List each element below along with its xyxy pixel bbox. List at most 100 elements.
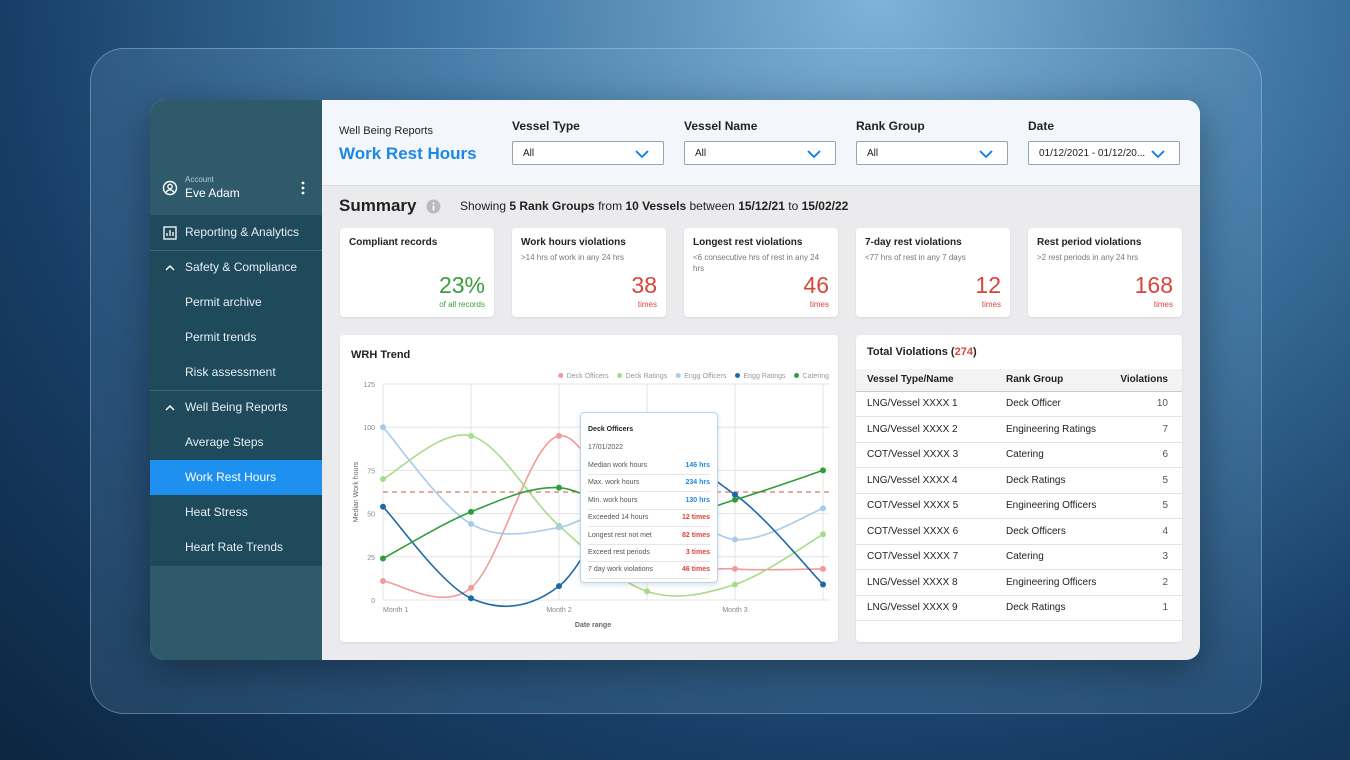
card-unit: times <box>809 300 829 309</box>
tooltip-value: 3 times <box>685 549 710 556</box>
tooltip-value: 12 times <box>681 514 710 522</box>
table-title-text: Total Violations ( <box>867 346 955 358</box>
tooltip-label: Median work hours <box>588 462 648 469</box>
nav-section[interactable]: Safety & Compliance <box>150 250 322 285</box>
tooltip-row: Exceeded 14 hours 12 times <box>588 509 710 528</box>
table-cell: Engineering Officers <box>1006 576 1097 588</box>
data-point <box>556 583 562 590</box>
table-cell: Deck Officers <box>1006 525 1066 537</box>
summary-part: 10 Vessels <box>625 199 687 213</box>
column-header: Vessel Type/Name <box>867 374 954 385</box>
summary-part: Showing <box>460 199 510 213</box>
data-point <box>732 496 738 503</box>
summary-part: 15/12/21 <box>738 199 785 213</box>
table-cell: COT/Vessel XXXX 3 <box>867 449 959 460</box>
nav-section[interactable]: Reporting & Analytics <box>150 215 322 250</box>
data-point <box>732 565 738 572</box>
legend-label: Engg Officers <box>684 373 727 380</box>
x-tick-label: Month 1 <box>383 607 408 614</box>
x-axis-label: Date range <box>575 622 611 629</box>
sidebar: Account Eve Adam Reporting & Analytics Sa… <box>150 100 322 660</box>
table-cell: Deck Ratings <box>1006 474 1066 486</box>
nav-item[interactable]: Work Rest Hours <box>150 460 322 495</box>
y-tick-label: 50 <box>367 512 375 519</box>
nav-item[interactable]: Average Steps <box>185 435 264 449</box>
card-unit: times <box>637 300 657 309</box>
table-row: COT/Vessel XXXX 3 Catering 6 <box>856 442 1182 468</box>
nav-item[interactable]: Permit trends <box>185 330 257 344</box>
data-point <box>820 565 826 572</box>
card-value: 23% <box>438 272 485 298</box>
y-tick-label: 125 <box>363 382 375 389</box>
card-unit: times <box>1153 300 1173 309</box>
table-row: COT/Vessel XXXX 7 Catering 3 <box>856 544 1182 570</box>
chevron <box>807 150 821 159</box>
data-point <box>468 508 474 515</box>
nav-divider <box>150 390 322 391</box>
nav-item[interactable]: Risk assessment <box>185 365 276 379</box>
table-cell: 7 <box>1162 423 1168 435</box>
x-tick-label: Month 3 <box>722 607 747 614</box>
filter-dropdown[interactable]: All <box>856 141 1008 165</box>
tooltip-label: Exceed rest periods <box>588 549 650 556</box>
table-title: Total Violations (274) <box>867 346 977 358</box>
summary-part: 5 Rank Groups <box>509 199 595 213</box>
table-row: LNG/Vessel XXXX 2 Engineering Ratings 7 <box>856 417 1182 443</box>
filter-label: Date <box>1028 119 1055 133</box>
filter-dropdown[interactable]: 01/12/2021 - 01/12/20... <box>1028 141 1180 165</box>
table-cell: Deck Officer <box>1006 398 1061 409</box>
table-cell: 5 <box>1162 474 1168 486</box>
y-tick-label: 100 <box>363 425 375 432</box>
tooltip-label: Min. work hours <box>588 496 638 504</box>
info-icon[interactable] <box>426 199 441 214</box>
chevron <box>979 150 993 159</box>
filter-value: 01/12/2021 - 01/12/20... <box>1039 148 1146 159</box>
account-name: Eve Adam <box>185 186 240 200</box>
table-header: Vessel Type/Name Rank Group Violations <box>856 369 1182 392</box>
filter-value: All <box>523 148 535 159</box>
nav-divider <box>150 250 322 251</box>
table-cell: LNG/Vessel XXXX 2 <box>867 423 958 435</box>
data-point <box>468 520 474 527</box>
column-header: Violations <box>1120 374 1168 385</box>
app-window: Account Eve Adam Reporting & Analytics Sa… <box>150 100 1200 660</box>
nav-label: Safety & Compliance <box>185 260 298 274</box>
legend-swatch <box>675 373 681 378</box>
column-header: Rank Group <box>1006 374 1064 385</box>
table-cell: 1 <box>1162 602 1168 613</box>
nav-item[interactable]: Heat Stress <box>185 505 248 519</box>
table-total: 274 <box>954 346 973 358</box>
summary-line: Showing 5 Rank Groups from 10 Vessels be… <box>460 199 848 213</box>
nav-section[interactable]: Well Being Reports <box>150 390 322 425</box>
y-tick-label: 25 <box>367 555 375 562</box>
legend-label: Catering <box>803 373 830 380</box>
data-point <box>732 491 738 498</box>
tooltip-row: 7 day work violations 46 times <box>588 561 710 580</box>
kebab-menu[interactable] <box>300 181 306 195</box>
tooltip-value: 130 hrs <box>685 496 710 504</box>
table-cell: LNG/Vessel XXXX 9 <box>867 602 958 613</box>
table-cell: COT/Vessel XXXX 5 <box>867 500 959 511</box>
data-point <box>820 531 826 538</box>
summary-part: 15/02/22 <box>801 199 849 213</box>
legend-label: Deck Officers <box>567 373 609 380</box>
card-title: Compliant records <box>349 237 438 248</box>
chart-title: WRH Trend <box>351 349 410 361</box>
data-point <box>468 584 474 591</box>
card-value: 38 <box>631 272 657 298</box>
header: Well Being Reports Work Rest Hours Vesse… <box>322 100 1200 186</box>
tooltip-title: Deck Officers <box>588 426 634 433</box>
nav-item[interactable]: Permit archive <box>185 295 262 309</box>
table-cell: 3 <box>1162 551 1168 562</box>
filter-dropdown[interactable]: All <box>512 141 664 165</box>
legend-label: Engg Ratings <box>744 373 787 380</box>
tooltip-date: 17/01/2022 <box>588 444 624 451</box>
filter-label: Vessel Type <box>512 119 580 133</box>
nav-item[interactable]: Heart Rate Trends <box>185 540 284 554</box>
filter-label: Rank Group <box>856 119 925 133</box>
card-value: 168 <box>1134 272 1173 298</box>
filter-value: All <box>867 148 879 159</box>
tooltip-label: Longest rest not met <box>588 531 652 539</box>
filter-dropdown[interactable]: All <box>684 141 836 165</box>
